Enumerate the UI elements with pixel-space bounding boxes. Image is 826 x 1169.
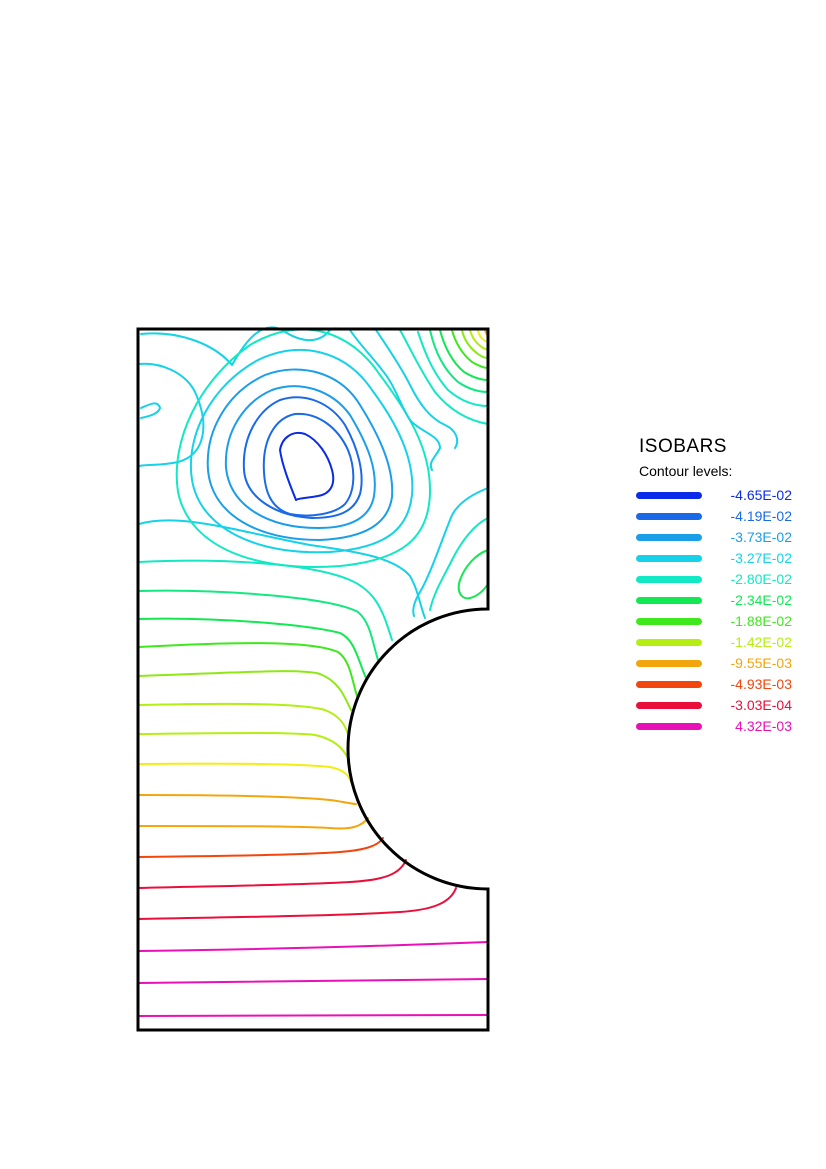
isobar-line [175, 328, 431, 568]
isobar-line [138, 817, 369, 830]
legend-color-swatch [636, 597, 702, 604]
isobar-line [140, 326, 343, 366]
isobar-line [138, 519, 426, 619]
isobar-line [138, 642, 358, 697]
legend-level-label: -4.93E-03 [730, 676, 792, 692]
isobar-line [242, 396, 363, 519]
legend-level-label: -1.42E-02 [730, 634, 792, 650]
legend: ISOBARS Contour levels: -4.65E-02 -4.19E-… [636, 436, 816, 739]
legend-level-row: -1.88E-02 [636, 613, 816, 634]
legend-level-label: -9.55E-03 [730, 655, 792, 671]
legend-color-swatch [636, 639, 702, 646]
legend-level-label: -3.73E-02 [730, 529, 792, 545]
isobar-line [138, 762, 352, 783]
legend-level-label: -4.19E-02 [730, 508, 792, 524]
legend-color-swatch [636, 660, 702, 667]
domain-boundary [136, 327, 490, 1032]
legend-color-swatch [636, 555, 702, 562]
isobar-line [138, 941, 489, 952]
legend-color-swatch [636, 681, 702, 688]
legend-color-swatch [636, 492, 702, 499]
isobar-line [457, 549, 489, 600]
legend-color-swatch [636, 576, 702, 583]
legend-color-swatch [636, 534, 702, 541]
isobar-line [138, 589, 379, 661]
isobar-line [429, 329, 489, 393]
isobar-line [138, 732, 350, 761]
isobar-line [138, 794, 357, 805]
legend-color-swatch [636, 513, 702, 520]
isobar-line [138, 978, 489, 984]
legend-level-row: -4.65E-02 [636, 487, 816, 508]
isobar-line [138, 559, 393, 641]
isobar-line [138, 837, 384, 858]
isobar-line [349, 329, 441, 471]
legend-level-label: -1.88E-02 [730, 613, 792, 629]
isobar-line [138, 859, 407, 889]
isobar-line [262, 412, 355, 517]
legend-level-row: -4.93E-03 [636, 676, 816, 697]
isobar-line [224, 385, 376, 529]
legend-levels: -4.65E-02 -4.19E-02 -3.73E-02 -3.27E-02 -2.8… [636, 487, 816, 739]
legend-level-row: -3.27E-02 [636, 550, 816, 571]
legend-level-label: -4.65E-02 [730, 487, 792, 503]
contour-lines [138, 326, 489, 1017]
legend-level-row: -2.34E-02 [636, 592, 816, 613]
isobar-line [439, 329, 489, 381]
boundary-outline [136, 327, 490, 1032]
isobar-line [461, 329, 489, 359]
legend-level-row: -2.80E-02 [636, 571, 816, 592]
isobar-line [138, 702, 349, 735]
isobar-line [417, 331, 489, 407]
legend-level-label: -2.34E-02 [730, 592, 792, 608]
legend-title: ISOBARS [639, 436, 727, 457]
isobar-line [399, 329, 489, 425]
isobar-line [451, 329, 489, 369]
isobar-line [206, 368, 394, 541]
legend-color-swatch [636, 723, 702, 730]
legend-level-row: -3.03E-04 [636, 697, 816, 718]
legend-level-row: -9.55E-03 [636, 655, 816, 676]
legend-level-row: 4.32E-03 [636, 718, 816, 739]
legend-level-label: -2.80E-02 [730, 571, 792, 587]
legend-level-row: -3.73E-02 [636, 529, 816, 550]
legend-level-label: -3.27E-02 [730, 550, 792, 566]
isobar-line [138, 617, 367, 679]
legend-level-row: -4.19E-02 [636, 508, 816, 529]
isobar-line [138, 670, 352, 711]
isobar-line [279, 432, 335, 501]
legend-subtitle: Contour levels: [639, 463, 733, 479]
isobar-line [429, 517, 489, 611]
isobar-line [140, 402, 161, 419]
legend-level-label: 4.32E-03 [735, 718, 792, 734]
isobar-line [138, 887, 457, 920]
legend-color-swatch [636, 702, 702, 709]
isobar-line [189, 349, 414, 554]
isobar-line [138, 362, 205, 467]
isobar-line [138, 1014, 489, 1017]
legend-level-row: -1.42E-02 [636, 634, 816, 655]
isobar-line [375, 329, 459, 449]
legend-level-label: -3.03E-04 [730, 697, 792, 713]
isobar-line [412, 487, 489, 617]
legend-color-swatch [636, 618, 702, 625]
